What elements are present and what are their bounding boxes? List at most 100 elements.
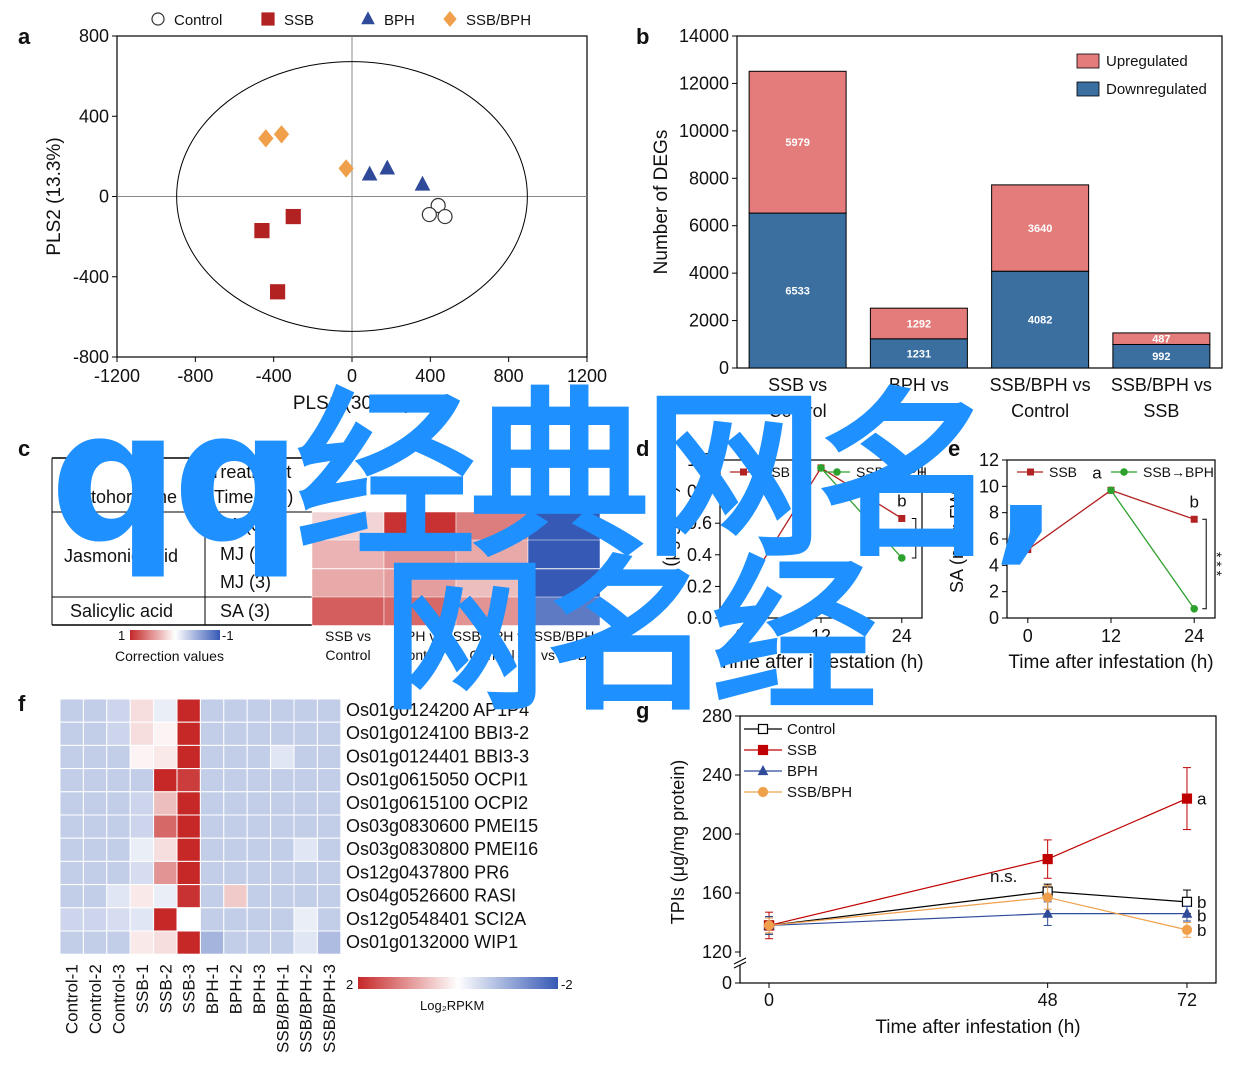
significance-letter: a [1092,463,1102,482]
heatmap-cell [383,568,457,598]
heatmap-cell [199,837,225,862]
heatmap-cell [153,930,178,955]
y-tick-label: 8000 [689,168,729,188]
heatmap-cell [59,814,84,839]
significance-letter: c [1024,523,1033,542]
y-tick-label: 0 [722,973,732,993]
heatmap-cell [82,837,108,862]
panel-g-line-chart: 0 48 72 120 160 200 240 280 0 Time after infestat… [668,706,1217,1038]
heatmap-cell [223,744,248,770]
rpkm-legend-min: -2 [561,977,573,992]
bar-upregulated [869,307,968,340]
legend-label: SSB→BPH [1143,464,1214,480]
gene-label: Os01g0124100 BBI3-2 [346,723,529,743]
heatmap-cell [223,907,248,932]
series-line [768,890,1188,927]
heatmap-cell [153,860,178,886]
heatmap-cell [270,698,295,723]
data-point-bph [379,159,396,175]
y-tick-label: 0 [719,358,729,378]
heatmap-cell [129,791,155,816]
confidence-ellipse [176,61,528,332]
x-tick-label: 0 [764,990,774,1010]
heatmap-cell [246,791,272,816]
legend-marker-control [151,12,165,26]
heatmap-cell [293,768,318,793]
heatmap-cell [59,930,84,955]
bar-upregulated [991,184,1090,272]
heatmap-cell [129,721,155,746]
significance-bracket [911,517,917,559]
panel-label-c: c [18,436,30,461]
column-label: SSB/BPH vs [453,628,532,644]
heatmap-cell [455,511,529,541]
heatmap-cell [293,930,318,955]
heatmap-cell [129,907,155,932]
data-point-ssb-bph [1042,892,1053,903]
heatmap-cell [199,930,225,955]
bar-value-label: 1292 [907,318,931,330]
sample-label: BPH-2 [227,964,246,1014]
panel-f-heatmap: Os01g0124200 AP1P4 Os01g0124100 BBI3-2 Os0… [59,698,573,1053]
series-line [820,467,903,559]
y-tick-label: 10 [979,476,999,496]
sample-label: SSB/BPH-1 [273,964,292,1053]
significance-letter: b [1197,921,1206,940]
y-tick-label: 8 [989,503,999,523]
panel-label-f: f [18,691,26,716]
sample-label: SSB-2 [156,964,175,1013]
y-tick-label: 120 [702,942,732,962]
table-row-3: MJ (3) [220,572,271,592]
column-label: SSB vs [325,628,371,644]
data-point-ssb [285,208,301,225]
heatmap-cell [316,884,342,909]
heatmap-cell [293,814,318,839]
heatmap-cell [223,768,248,793]
legend-marker [757,764,769,776]
y-tick-label: 0 [989,608,999,628]
bar-downregulated [991,270,1090,369]
heatmap-cell [176,884,201,909]
heatmap-cell [199,814,225,839]
panel-label-d: d [636,436,649,461]
heatmap-cell [106,721,131,746]
legend-label: BPH [787,763,818,780]
gene-label: Os03g0830800 PMEI16 [346,839,538,859]
heatmap-cell [316,930,342,955]
gene-label: Os03g0830600 PMEI15 [346,816,538,836]
heatmap-cell [82,814,108,839]
heatmap-cell [246,907,272,932]
heatmap-cell [270,907,295,932]
data-point-ssb [254,223,270,239]
heatmap-cell [82,860,108,886]
heatmap-cell [270,768,295,793]
heatmap-cell [129,860,155,886]
heatmap-cell [199,744,225,770]
y-tick-label: 6000 [689,216,729,236]
significance-bracket [1202,518,1207,610]
legend-label: Upregulated [1106,53,1188,70]
heatmap-cell [199,721,225,746]
heatmap-cell [223,930,248,955]
heatmap-cell [82,698,108,723]
correction-legend-max: 1 [118,628,125,643]
x-tick-label: 1200 [567,366,607,386]
heatmap-cell [316,744,342,770]
heatmap-cell [82,744,108,770]
heatmap-cell [316,698,342,723]
significance-letter: b [1189,492,1198,511]
heatmap-cell [246,721,272,746]
data-point-control [437,208,453,225]
heatmap-cell [246,860,272,886]
heatmap-cell [293,744,318,770]
heatmap-cell [176,791,201,816]
table-header-phytohormone: Phytohormone [60,487,177,507]
heatmap-cell [246,930,272,955]
x-tick-label: 0 [735,626,745,646]
x-tick-label: 24 [1184,626,1204,646]
data-point [1024,546,1032,554]
heatmap-cell [316,768,342,793]
x-axis-title: PLS1 (30.5%) [293,393,411,414]
significance-annotation: n.s. [990,867,1017,886]
